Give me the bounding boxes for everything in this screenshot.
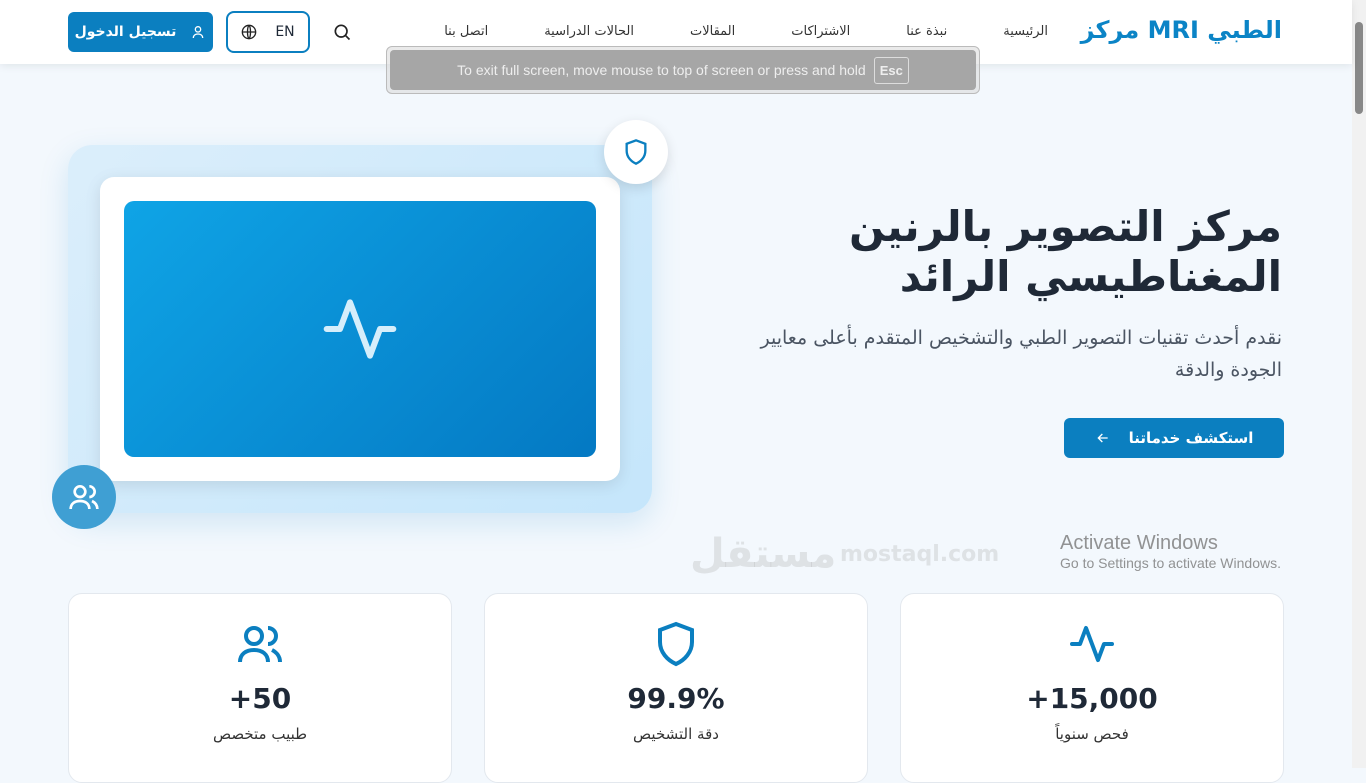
shield-icon — [658, 621, 694, 667]
users-icon — [69, 485, 99, 510]
nav-home[interactable]: الرئيسية — [1003, 24, 1048, 39]
scrollbar[interactable] — [1352, 0, 1366, 768]
stat-label: فحص سنوياً — [1055, 725, 1129, 743]
nav-about[interactable]: نبذة عنا — [906, 24, 948, 39]
fullscreen-notice-text: To exit full screen, move mouse to top o… — [457, 62, 866, 78]
stat-card-doctors: +50 طبيب متخصص — [68, 593, 452, 783]
hero-title: مركز التصوير بالرنين المغناطيسي الرائد — [848, 202, 1282, 301]
nav-contact[interactable]: اتصل بنا — [444, 24, 489, 39]
hero-subtitle: نقدم أحدث تقنيات التصوير الطبي والتشخيص … — [760, 327, 1282, 381]
nav-subscriptions[interactable]: الاشتراكات — [791, 24, 851, 39]
shield-icon — [625, 139, 647, 165]
login-button[interactable]: تسجيل الدخول — [68, 12, 213, 52]
explore-services-label: استكشف خدماتنا — [1128, 429, 1254, 447]
stat-label: طبيب متخصص — [212, 725, 308, 743]
logo[interactable]: مركز MRI الطبي — [1080, 16, 1282, 44]
esc-key: Esc — [873, 56, 909, 84]
scrollbar-thumb[interactable] — [1355, 22, 1363, 114]
stat-card-exams: +15,000 فحص سنوياً — [900, 593, 1284, 783]
stat-label: دقة التشخيص — [633, 725, 719, 743]
explore-services-button[interactable]: استكشف خدماتنا — [1064, 418, 1284, 458]
arrow-left-icon — [1096, 433, 1108, 443]
windows-activation-notice: Activate Windows Go to Settings to activ… — [1060, 532, 1281, 571]
hero-visual — [124, 201, 596, 457]
login-label: تسجيل الدخول — [74, 24, 177, 40]
user-icon — [193, 26, 204, 39]
activity-icon — [323, 299, 397, 359]
activity-icon — [1070, 626, 1114, 662]
stat-value: +15,000 — [1026, 682, 1158, 715]
language-label: EN — [275, 24, 295, 40]
users-icon — [238, 626, 282, 663]
activation-title: Activate Windows — [1060, 532, 1218, 554]
search-icon[interactable] — [332, 22, 352, 42]
language-button[interactable]: EN — [226, 11, 310, 53]
users-badge — [52, 465, 116, 529]
fullscreen-notice: To exit full screen, move mouse to top o… — [386, 46, 980, 94]
activation-subtitle: Go to Settings to activate Windows. — [1060, 555, 1281, 571]
main-nav: الرئيسية نبذة عنا الاشتراكات المقالات ال… — [444, 24, 1048, 39]
globe-icon — [241, 24, 257, 40]
nav-articles[interactable]: المقالات — [689, 24, 736, 39]
watermark-url: mostaql.com — [840, 542, 1000, 567]
stat-value: +50 — [228, 682, 292, 715]
stat-value: 99.9% — [627, 682, 725, 715]
shield-badge — [604, 120, 668, 184]
stat-card-accuracy: 99.9% دقة التشخيص — [484, 593, 868, 783]
watermark: مستقل — [690, 531, 837, 577]
nav-case-studies[interactable]: الحالات الدراسية — [544, 24, 634, 39]
